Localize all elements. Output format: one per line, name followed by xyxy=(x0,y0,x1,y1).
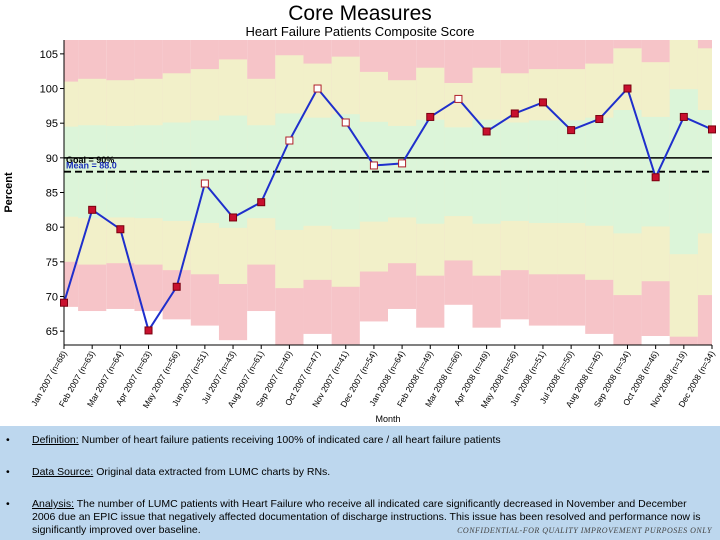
data-point xyxy=(341,118,350,127)
data-point xyxy=(200,179,209,188)
data-point xyxy=(651,173,660,182)
data-point xyxy=(60,298,68,307)
y-tick-label: 95 xyxy=(46,118,58,130)
data-point xyxy=(538,98,547,107)
analysis-label: Analysis: xyxy=(32,498,75,510)
analysis-text: The number of LUMC patients with Heart F… xyxy=(32,498,701,536)
data-point xyxy=(623,84,632,93)
y-tick-label: 105 xyxy=(40,49,58,61)
footer-panel: • Definition: Number of heart failure pa… xyxy=(0,426,720,540)
bullet-dot: • xyxy=(6,434,10,446)
x-axis-label: Month xyxy=(375,414,400,424)
data-point xyxy=(313,84,322,93)
data-point xyxy=(426,112,435,121)
inner-band xyxy=(641,116,670,227)
data-point xyxy=(454,94,463,103)
inner-band xyxy=(190,120,219,223)
y-tick-label: 75 xyxy=(46,257,58,269)
data-point xyxy=(285,136,294,145)
reference-lines xyxy=(64,157,712,173)
slide-title: Core Measures xyxy=(288,2,432,25)
data-source-text: Original data extracted from LUMC charts… xyxy=(93,466,331,478)
mean-label: Mean = 88.0 xyxy=(66,161,117,171)
goal-label: Goal = 90% xyxy=(66,155,114,165)
bullet-dot: • xyxy=(6,466,10,478)
y-tick-label: 70 xyxy=(46,291,58,303)
data-point xyxy=(257,198,266,207)
data-point xyxy=(229,213,238,222)
data-source-label: Data Source: xyxy=(32,466,94,478)
inner-band xyxy=(444,127,473,217)
confidential-notice: CONFIDENTIAL-FOR QUALITY IMPROVEMENT PUR… xyxy=(457,526,712,535)
data-point xyxy=(708,125,716,134)
series-line xyxy=(63,86,713,333)
data-point xyxy=(116,225,125,234)
chart-title: Heart Failure Patients Composite Score xyxy=(245,24,474,39)
data-point xyxy=(595,115,604,124)
data-point xyxy=(567,126,576,135)
definition-text: Number of heart failure patients receivi… xyxy=(78,434,501,446)
chart: 65 70 75 80 85 90 95 100 105 Goal = 90%Mean = 88.… xyxy=(3,24,717,424)
y-tick-label: 80 xyxy=(46,222,58,234)
data-point xyxy=(510,109,519,118)
data-point xyxy=(482,127,491,136)
definition-label: Definition: xyxy=(32,434,79,446)
series-layer xyxy=(60,84,716,335)
data-point xyxy=(172,282,181,291)
inner-band xyxy=(64,126,79,217)
data-point xyxy=(679,112,688,121)
data-point xyxy=(144,326,153,335)
y-tick-label: 65 xyxy=(46,326,58,338)
data-point xyxy=(88,205,97,214)
bullet-dot: • xyxy=(6,498,10,510)
y-tick-label: 90 xyxy=(46,153,58,165)
y-axis-label: Percent xyxy=(3,172,15,213)
y-tick-label: 100 xyxy=(40,84,58,96)
data-point xyxy=(398,159,407,168)
y-tick-label: 85 xyxy=(46,188,58,200)
chart-frame xyxy=(60,40,713,349)
control-bands xyxy=(64,40,712,345)
data-point xyxy=(369,161,378,170)
